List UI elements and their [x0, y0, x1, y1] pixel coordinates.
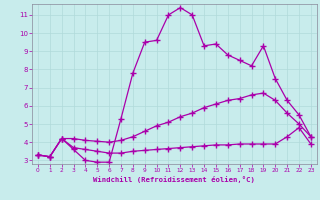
X-axis label: Windchill (Refroidissement éolien,°C): Windchill (Refroidissement éolien,°C)	[93, 176, 255, 183]
